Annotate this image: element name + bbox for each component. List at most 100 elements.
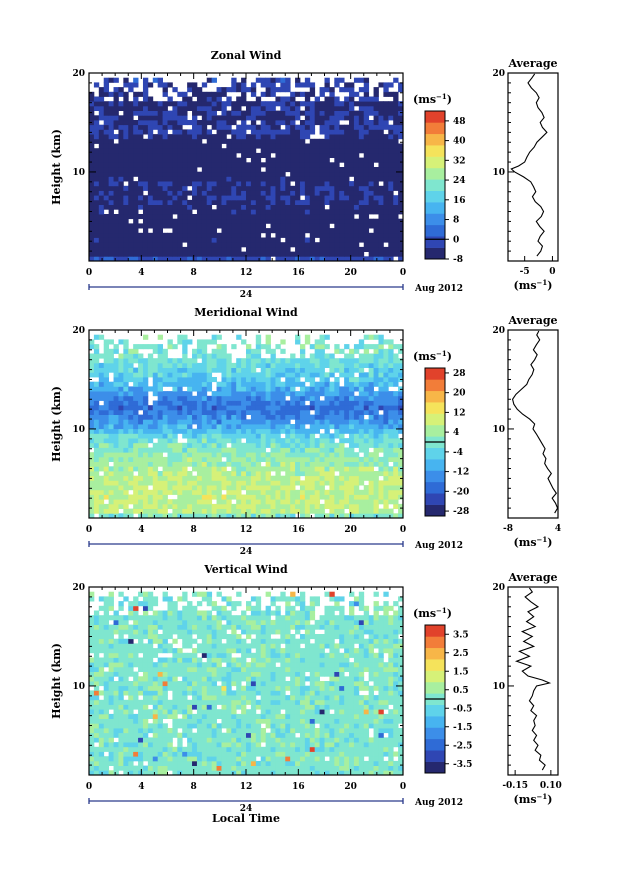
heatmap-cell <box>206 456 213 462</box>
heatmap-cell <box>344 129 350 135</box>
heatmap-cell <box>265 765 271 771</box>
heatmap-cell <box>378 143 384 149</box>
heatmap-cell <box>275 475 281 481</box>
heatmap-cell <box>363 171 370 177</box>
heatmap-cell <box>221 381 227 387</box>
heatmap-cell <box>378 471 384 477</box>
heatmap-cell <box>255 395 262 401</box>
heatmap-cell <box>383 87 389 93</box>
heatmap-cell <box>216 232 222 238</box>
heatmap-cell <box>133 438 139 444</box>
heatmap-cell <box>192 386 198 392</box>
heatmap-cell <box>265 452 271 458</box>
heatmap-cell <box>196 87 203 93</box>
heatmap-cell <box>192 395 198 401</box>
heatmap-cell <box>98 480 105 486</box>
heatmap-cell <box>255 232 262 238</box>
heatmap-cell <box>353 115 360 121</box>
heatmap-cell <box>383 223 389 229</box>
heatmap-cell <box>358 162 365 168</box>
heatmap-cell <box>201 162 208 168</box>
heatmap-cell <box>167 237 173 243</box>
heatmap-cell <box>358 480 365 486</box>
heatmap-cell <box>93 367 100 373</box>
heatmap-cell <box>211 124 217 130</box>
heatmap-cell <box>324 447 330 453</box>
heatmap-cell <box>324 195 330 201</box>
heatmap-cell <box>329 770 335 776</box>
heatmap-cell <box>172 167 178 173</box>
heatmap-cell <box>162 475 168 481</box>
heatmap-cell <box>89 760 95 766</box>
heatmap-cell <box>260 405 267 411</box>
heatmap-cell <box>349 770 355 776</box>
heatmap-cell <box>241 480 247 486</box>
heatmap-cell <box>398 765 404 771</box>
heatmap-cell <box>108 214 114 220</box>
heatmap-cell <box>250 409 257 415</box>
heatmap-cell <box>172 438 178 444</box>
heatmap-cell <box>103 419 110 425</box>
heatmap-cell <box>221 223 227 229</box>
heatmap-cell <box>314 204 320 210</box>
heatmap-cell <box>299 228 306 234</box>
heatmap-cell <box>344 419 350 425</box>
heatmap-cell <box>128 386 134 392</box>
heatmap-cell <box>128 251 134 257</box>
heatmap-cell <box>113 362 119 368</box>
heatmap-cell <box>388 372 394 378</box>
heatmap-cell <box>309 242 316 248</box>
heatmap-cell <box>383 138 389 144</box>
heatmap-cell <box>167 157 173 163</box>
heatmap-cell <box>201 362 208 368</box>
heatmap-cell <box>226 447 232 453</box>
heatmap-cell <box>103 433 110 439</box>
heatmap-cell <box>118 358 124 364</box>
heatmap-cell <box>344 204 350 210</box>
heatmap-cell <box>324 96 330 102</box>
heatmap-cell <box>353 499 360 505</box>
heatmap-cell <box>187 503 193 509</box>
heatmap-cell <box>196 494 203 500</box>
heatmap-cell <box>383 115 389 121</box>
heatmap-cell <box>152 405 159 411</box>
heatmap-cell <box>304 152 311 158</box>
heatmap-cell <box>250 381 257 387</box>
heatmap-cell <box>398 110 404 116</box>
heatmap-cell <box>290 471 296 477</box>
heatmap-cell <box>383 218 389 224</box>
heatmap-cell <box>255 110 262 116</box>
heatmap-cell <box>196 348 203 354</box>
heatmap-cell <box>182 209 188 215</box>
heatmap-cell <box>378 344 384 350</box>
heatmap-cell <box>162 162 168 168</box>
heatmap-cell <box>309 256 316 262</box>
heatmap-cell <box>201 489 208 495</box>
heatmap-cell <box>162 138 168 144</box>
heatmap-cell <box>260 367 267 373</box>
heatmap-cell <box>329 442 335 448</box>
heatmap-cell <box>319 120 325 126</box>
heatmap-cell <box>285 447 291 453</box>
heatmap-cell <box>368 513 374 519</box>
heatmap-cell <box>309 228 316 234</box>
heatmap-cell <box>172 456 178 462</box>
heatmap-cell <box>236 489 242 495</box>
heatmap-cell <box>236 232 242 238</box>
heatmap-cell <box>216 199 222 205</box>
heatmap-cell <box>236 190 242 196</box>
y-tick-label: 20 <box>72 326 85 336</box>
heatmap-cell <box>246 386 252 392</box>
heatmap-cell <box>265 475 271 481</box>
heatmap-cell <box>255 124 262 130</box>
heatmap-cell <box>383 770 389 776</box>
heatmap-cell <box>334 204 340 210</box>
heatmap-cell <box>147 101 154 107</box>
heatmap-cell <box>123 199 129 205</box>
heatmap-cell <box>147 765 154 771</box>
heatmap-cell <box>231 195 237 201</box>
heatmap-cell <box>358 209 365 215</box>
heatmap-cell <box>275 87 281 93</box>
heatmap-cell <box>246 442 252 448</box>
heatmap-cell <box>167 96 173 102</box>
